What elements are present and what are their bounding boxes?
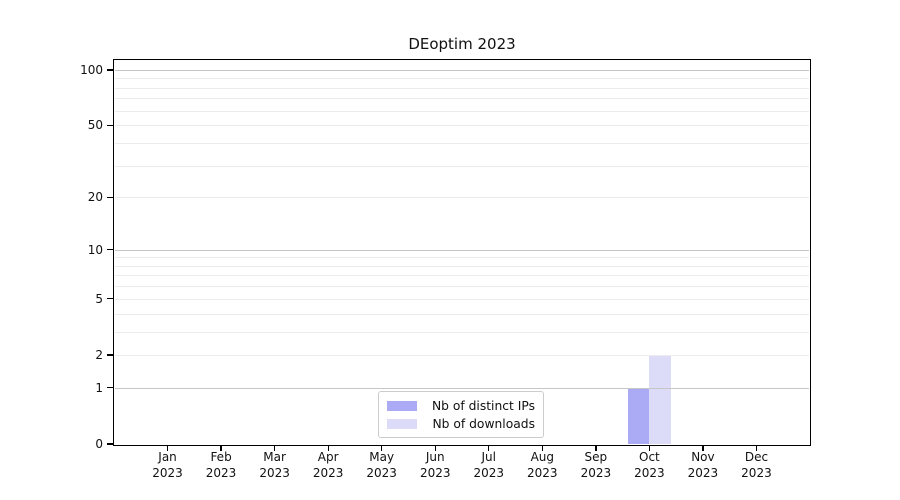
y-gridline-40 bbox=[115, 142, 809, 144]
y-gridline-70 bbox=[115, 98, 809, 100]
x-tick-label-jul: Jul 2023 bbox=[473, 450, 505, 480]
y-gridline-60 bbox=[115, 110, 809, 112]
legend: Nb of distinct IPs Nb of downloads bbox=[378, 391, 544, 438]
y-tick-0 bbox=[107, 443, 114, 445]
y-tick-100 bbox=[107, 69, 114, 71]
y-tick-5 bbox=[107, 298, 114, 300]
legend-item-distinct-ips: Nb of distinct IPs bbox=[387, 398, 535, 414]
y-gridline-7 bbox=[115, 275, 809, 277]
y-tick-10 bbox=[107, 248, 114, 251]
x-tick-label-oct: Oct 2023 bbox=[634, 450, 665, 480]
legend-swatch-distinct-ips bbox=[387, 401, 417, 411]
y-gridline-5 bbox=[115, 298, 809, 300]
y-gridline-4 bbox=[115, 313, 809, 315]
legend-item-downloads: Nb of downloads bbox=[387, 416, 535, 432]
y-gridline-30 bbox=[115, 165, 809, 167]
x-tick-label-aug: Aug 2023 bbox=[527, 450, 558, 480]
legend-label-downloads: Nb of downloads bbox=[432, 417, 535, 431]
bar-nb-of-downloads-oct bbox=[649, 354, 671, 444]
y-tick-label-100: 100 bbox=[80, 62, 103, 77]
x-tick-oct bbox=[648, 445, 651, 451]
chart-title: DEoptim 2023 bbox=[408, 35, 516, 53]
y-tick-1 bbox=[107, 387, 114, 389]
legend-swatch-downloads bbox=[387, 419, 417, 429]
y-tick-label-1: 1 bbox=[95, 380, 103, 395]
x-tick-label-feb: Feb 2023 bbox=[205, 450, 237, 480]
x-tick-may bbox=[381, 445, 383, 451]
x-tick-label-may: May 2023 bbox=[366, 450, 397, 480]
x-tick-jul bbox=[488, 445, 490, 451]
x-tick-label-nov: Nov 2023 bbox=[687, 450, 719, 480]
y-tick-label-2: 2 bbox=[95, 347, 103, 362]
y-tick-2 bbox=[107, 354, 114, 356]
x-tick-label-dec: Dec 2023 bbox=[741, 450, 772, 480]
x-tick-label-jun: Jun 2023 bbox=[419, 450, 451, 480]
x-tick-feb bbox=[220, 445, 222, 451]
x-tick-apr bbox=[327, 445, 329, 451]
y-gridline-1 bbox=[115, 387, 809, 389]
x-tick-mar bbox=[274, 445, 276, 451]
x-tick-label-mar: Mar 2023 bbox=[259, 450, 290, 480]
y-gridline-9 bbox=[115, 257, 809, 259]
bar-nb-of-distinct-ips-oct bbox=[627, 387, 650, 444]
y-tick-label-0: 0 bbox=[95, 437, 103, 451]
x-tick-label-sep: Sep 2023 bbox=[580, 450, 612, 480]
x-tick-aug bbox=[541, 445, 543, 451]
x-tick-jun bbox=[434, 445, 436, 451]
x-tick-label-apr: Apr 2023 bbox=[312, 450, 344, 480]
y-gridline-100 bbox=[115, 69, 809, 71]
x-tick-nov bbox=[702, 445, 704, 451]
y-tick-50 bbox=[107, 124, 114, 126]
y-gridline-6 bbox=[115, 286, 809, 288]
y-gridline-20 bbox=[115, 197, 809, 199]
y-tick-label-50: 50 bbox=[87, 118, 103, 133]
x-tick-label-jan: Jan 2023 bbox=[152, 450, 183, 480]
y-tick-label-10: 10 bbox=[87, 242, 103, 257]
y-gridline-80 bbox=[115, 87, 809, 89]
y-tick-label-5: 5 bbox=[95, 291, 103, 306]
x-tick-dec bbox=[755, 445, 758, 451]
y-gridline-2 bbox=[115, 354, 809, 356]
y-tick-20 bbox=[107, 196, 114, 198]
y-gridline-3 bbox=[115, 331, 809, 333]
y-gridline-8 bbox=[115, 265, 809, 267]
legend-label-distinct-ips: Nb of distinct IPs bbox=[431, 399, 535, 413]
y-gridline-10 bbox=[115, 249, 809, 251]
y-tick-label-20: 20 bbox=[87, 190, 103, 205]
y-gridline-90 bbox=[115, 78, 809, 80]
x-tick-jan bbox=[166, 445, 169, 451]
y-gridline-50 bbox=[115, 125, 809, 127]
x-tick-sep bbox=[595, 445, 597, 451]
